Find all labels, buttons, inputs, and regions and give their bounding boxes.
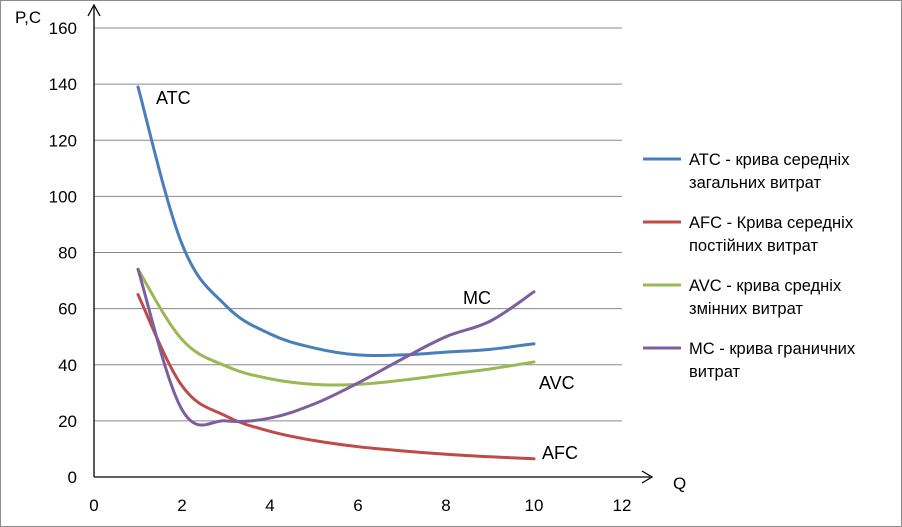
legend: ATC - крива середніх загальних витрат AFC … xyxy=(643,151,856,381)
y-tick-label: 160 xyxy=(49,19,77,38)
legend-item-atc: ATC - крива середніх загальних витрат xyxy=(643,151,850,192)
gridlines xyxy=(94,27,622,422)
y-tick-label: 0 xyxy=(68,468,77,487)
legend-label-afc: постійних витрат xyxy=(689,237,818,255)
mc-curve xyxy=(136,267,536,427)
legend-label-avc: AVC - крива средніх xyxy=(689,277,842,295)
series-labels: ATC AFC AVC MC xyxy=(156,88,578,463)
y-tick-label: 140 xyxy=(49,75,77,94)
x-tick-label: 2 xyxy=(177,496,186,515)
y-tick-label: 60 xyxy=(58,300,77,319)
atc-curve xyxy=(136,85,536,358)
legend-item-avc: AVC - крива средніх змінних витрат xyxy=(643,277,842,318)
x-tick-label: 4 xyxy=(265,496,274,515)
x-axis-title: Q xyxy=(673,474,686,493)
legend-label-afc: AFC - Крива середніх xyxy=(689,214,854,232)
legend-label-mc: MC - крива граничних xyxy=(689,340,856,358)
y-tick-label: 40 xyxy=(58,356,77,375)
x-axis-arrow xyxy=(641,470,654,484)
avc-curve xyxy=(136,267,536,387)
legend-item-mc: MC - крива граничних витрат xyxy=(643,340,856,381)
axes xyxy=(87,3,654,484)
y-axis-title: P,C xyxy=(15,8,41,27)
y-tick-label: 100 xyxy=(49,187,77,206)
afc-curve xyxy=(136,293,536,461)
mc-curve-label: MC xyxy=(463,288,491,308)
x-tick-label: 12 xyxy=(613,496,632,515)
legend-item-afc: AFC - Крива середніх постійних витрат xyxy=(643,214,854,255)
y-tick-label: 80 xyxy=(58,244,77,263)
y-tick-label: 120 xyxy=(49,131,77,150)
legend-label-atc: загальних витрат xyxy=(689,174,821,192)
x-tick-label: 6 xyxy=(353,496,362,515)
legend-label-avc: змінних витрат xyxy=(689,300,803,318)
legend-label-mc: витрат xyxy=(689,363,741,381)
x-tick-label: 8 xyxy=(441,496,450,515)
legend-label-atc: ATC - крива середніх xyxy=(689,151,850,169)
avc-curve-label: AVC xyxy=(539,373,575,393)
y-tick-label: 20 xyxy=(58,412,77,431)
x-tick-label: 10 xyxy=(525,496,544,515)
curves xyxy=(136,85,536,461)
atc-curve-label: ATC xyxy=(156,88,191,108)
afc-curve-label: AFC xyxy=(542,443,578,463)
y-axis-arrow xyxy=(87,3,101,17)
x-tick-label: 0 xyxy=(89,496,98,515)
